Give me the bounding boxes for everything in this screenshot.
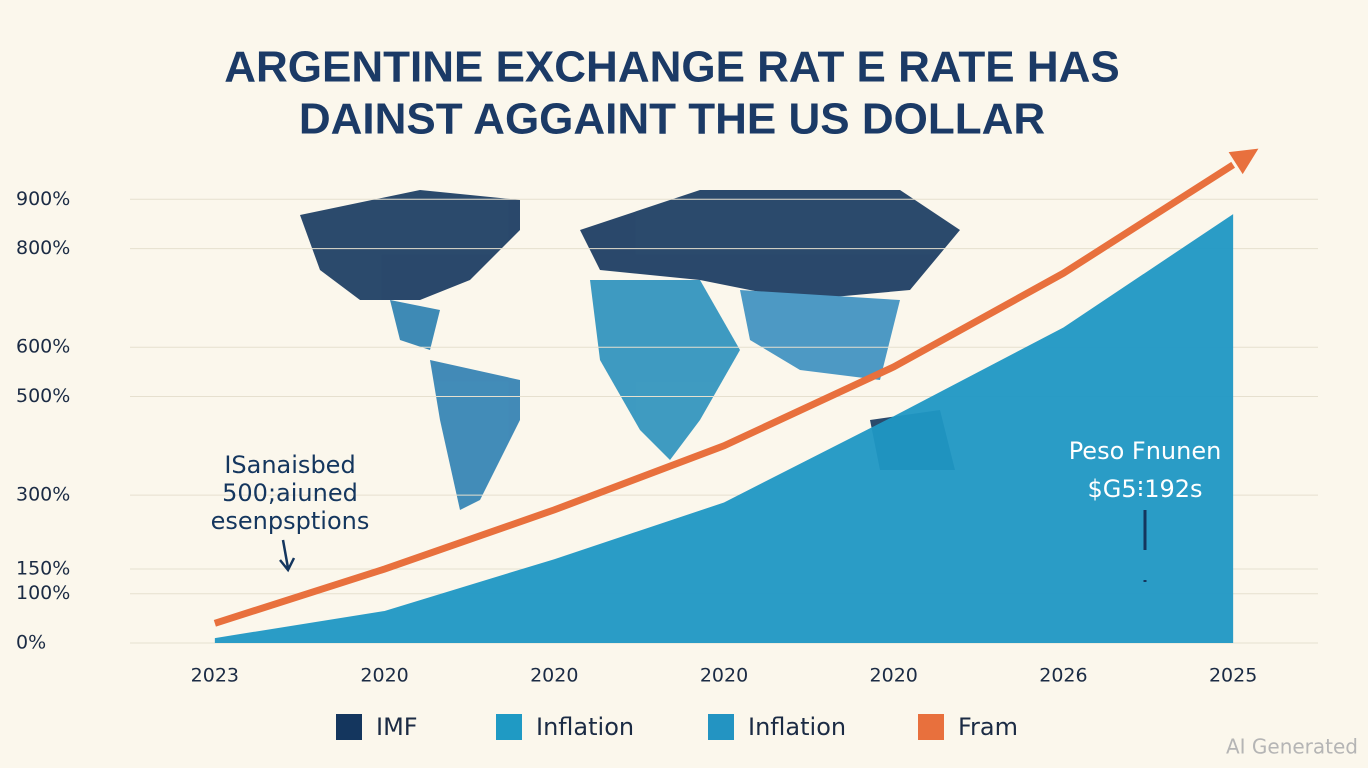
arrow-head — [1228, 148, 1259, 175]
x-tick-label: 2023 — [191, 665, 239, 687]
chart-title: DAINST AGGAINT THE US DOLLAR — [299, 95, 1045, 144]
y-tick-label: 150% — [16, 558, 70, 580]
legend-swatch — [708, 714, 734, 740]
annotation-arrow — [279, 539, 296, 573]
legend-label: Inflation — [748, 713, 846, 741]
x-tick-label: 2026 — [1039, 665, 1087, 687]
x-tick-label: 2025 — [1209, 665, 1257, 687]
y-tick-label: 500% — [16, 385, 70, 407]
y-tick-label: 800% — [16, 237, 70, 259]
legend-label: Fram — [958, 713, 1018, 741]
chart-title: ARGENTINE EXCHANGE RAT E RATE HAS — [224, 43, 1120, 92]
line — [213, 161, 1236, 627]
x-tick-label: 2020 — [700, 665, 748, 687]
annotation: ISanaisbed — [224, 451, 355, 479]
watermark: AI Generated — [1226, 735, 1358, 759]
area — [214, 214, 1234, 643]
annotation: Peso Fnunen — [1069, 437, 1222, 465]
y-tick-label: 300% — [16, 484, 70, 506]
legend-label: IMF — [376, 713, 418, 741]
x-tick-label: 2020 — [870, 665, 918, 687]
legend-swatch — [336, 714, 362, 740]
y-tick-label: 0% — [16, 632, 46, 654]
y-tick-label: 600% — [16, 336, 70, 358]
legend-label: Inflation — [536, 713, 634, 741]
legend-swatch — [496, 714, 522, 740]
legend-swatch — [918, 714, 944, 740]
x-tick-label: 2020 — [360, 665, 408, 687]
x-tick-label: 2020 — [530, 665, 578, 687]
annotation: 500;aiuned — [222, 479, 358, 507]
annotation: $G5⁝192s — [1087, 475, 1202, 503]
y-tick-label: 900% — [16, 188, 70, 210]
y-tick-label: 100% — [16, 582, 70, 604]
annotation: esenpsptions — [211, 507, 370, 535]
